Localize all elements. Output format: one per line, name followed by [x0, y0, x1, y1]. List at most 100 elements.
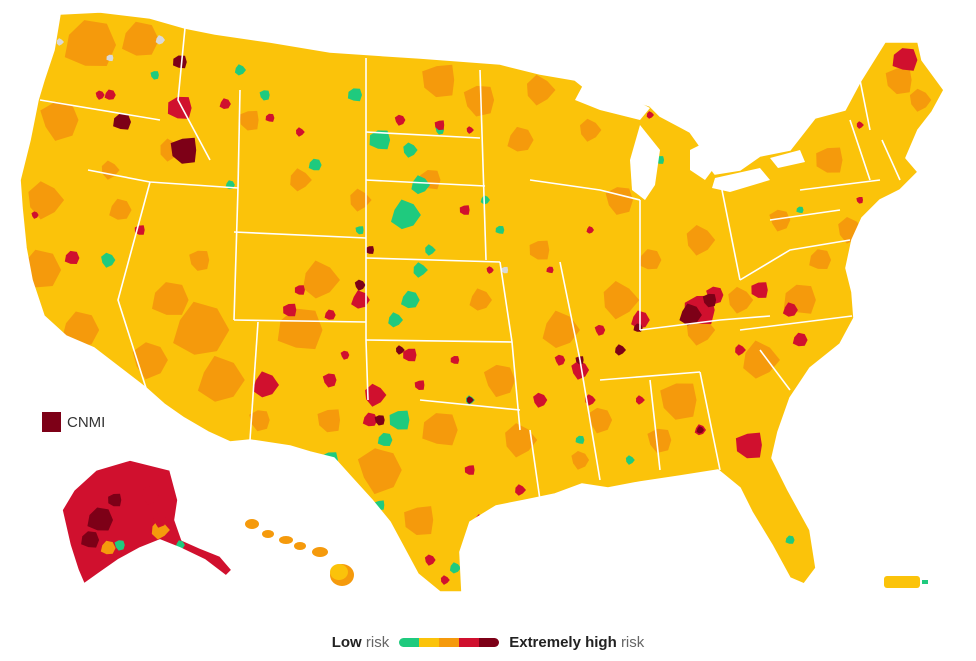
state-border — [699, 371, 721, 471]
county-patch-high — [646, 111, 654, 119]
hawaii-island — [262, 530, 274, 538]
state-border — [499, 261, 521, 431]
county-patch-low — [259, 90, 270, 101]
great-lake — [630, 125, 660, 200]
county-patch-extremely-high — [396, 345, 405, 355]
legend-high-suffix: risk — [620, 634, 645, 651]
county-patch-high — [362, 412, 378, 427]
legend-high-label: Extremely high — [509, 634, 617, 651]
county-patch-low — [347, 88, 362, 102]
county-patch-low — [114, 540, 125, 551]
county-patch-extremely-high — [87, 507, 113, 531]
county-patch-substantial — [160, 138, 182, 162]
county-patch-substantial — [542, 310, 580, 348]
state-border — [177, 27, 211, 161]
county-patch-high — [414, 380, 425, 390]
county-patch-extremely-high — [374, 415, 385, 426]
great-lake — [690, 140, 720, 180]
county-patch-extremely-high — [170, 137, 197, 164]
legend-swatch-extremely-high — [479, 638, 500, 647]
county-patch-high — [450, 356, 460, 364]
county-patch-substantial — [728, 286, 754, 314]
county-patch-extremely-high — [679, 303, 702, 326]
county-patch-high — [365, 383, 387, 407]
legend-swatch-moderate — [419, 638, 440, 647]
county-patch-low — [308, 158, 322, 171]
state-border — [39, 99, 161, 121]
county-patch-extremely-high — [615, 344, 626, 356]
county-patch-high — [434, 120, 445, 131]
county-patch-high — [735, 344, 746, 356]
county-patch-low — [150, 71, 159, 80]
state-border — [881, 139, 901, 181]
county-patch-high — [892, 48, 918, 71]
county-patch-low — [403, 142, 418, 158]
county-patch-high — [594, 324, 606, 336]
county-patch-substantial — [189, 250, 210, 271]
county-patch-low — [411, 175, 430, 195]
county-patch-substantial — [816, 147, 843, 173]
county-patch-extremely-high — [354, 279, 366, 291]
county-patch-high — [322, 373, 337, 388]
cnmi-label: CNMI — [67, 413, 106, 431]
county-patch-high — [440, 575, 450, 585]
county-patch-substantial — [422, 413, 458, 446]
county-patch-substantial — [686, 225, 716, 256]
legend-swatch-very-high — [459, 638, 480, 647]
state-border — [233, 187, 239, 321]
great-lake — [575, 85, 650, 120]
county-patch-low — [785, 535, 795, 544]
cnmi-legend: CNMI — [42, 412, 105, 432]
county-patch-substantial — [40, 101, 79, 141]
county-patch-extremely-high — [81, 531, 100, 548]
county-patch-low — [575, 435, 585, 444]
county-patch-high — [294, 285, 305, 295]
county-patch-high — [486, 266, 494, 274]
county-patch-no-data — [56, 38, 64, 46]
county-patch-substantial — [529, 240, 550, 260]
county-patch-low — [401, 290, 420, 309]
county-patch-substantial — [605, 187, 633, 215]
county-patch-low — [388, 312, 403, 328]
county-patch-low — [332, 483, 346, 497]
hawaii-island — [245, 519, 259, 529]
county-patches — [20, 20, 932, 585]
county-patch-substantial — [151, 520, 170, 540]
county-patch-substantial — [357, 448, 402, 495]
county-patch-high — [571, 361, 590, 380]
county-patch-high — [252, 371, 279, 398]
county-patch-high — [296, 127, 305, 137]
county-patch-high — [340, 350, 350, 360]
county-patch-low — [625, 455, 635, 465]
state-border — [419, 399, 521, 411]
county-patch-low — [480, 195, 490, 205]
county-patch-substantial — [660, 383, 697, 420]
hawaii-island — [312, 547, 328, 557]
state-border — [117, 181, 151, 389]
county-patch-high — [104, 89, 116, 100]
county-patch-extremely-high — [696, 426, 704, 434]
county-patch-high — [283, 303, 297, 317]
county-patch-substantial — [62, 311, 100, 346]
county-patch-low — [377, 432, 393, 446]
county-patch-extremely-high — [702, 293, 717, 308]
county-patch-low — [234, 64, 246, 76]
state-border — [365, 131, 481, 139]
county-patch-substantial — [527, 74, 556, 106]
county-patch-substantial — [571, 451, 590, 470]
state-border — [739, 239, 851, 281]
puerto-rico-east — [922, 580, 928, 584]
county-patch-high — [546, 266, 554, 274]
county-patch-low — [391, 199, 421, 230]
county-patch-extremely-high — [365, 246, 374, 254]
county-patch-substantial — [422, 64, 455, 98]
county-patch-extremely-high — [113, 113, 131, 130]
legend-color-scale — [399, 638, 500, 647]
county-patch-low — [389, 410, 410, 430]
county-patch-substantial — [239, 110, 259, 131]
county-patch-substantial — [109, 198, 132, 220]
county-patch-high — [219, 98, 231, 109]
county-patch-substantial — [64, 20, 116, 67]
county-patch-low — [425, 244, 436, 256]
